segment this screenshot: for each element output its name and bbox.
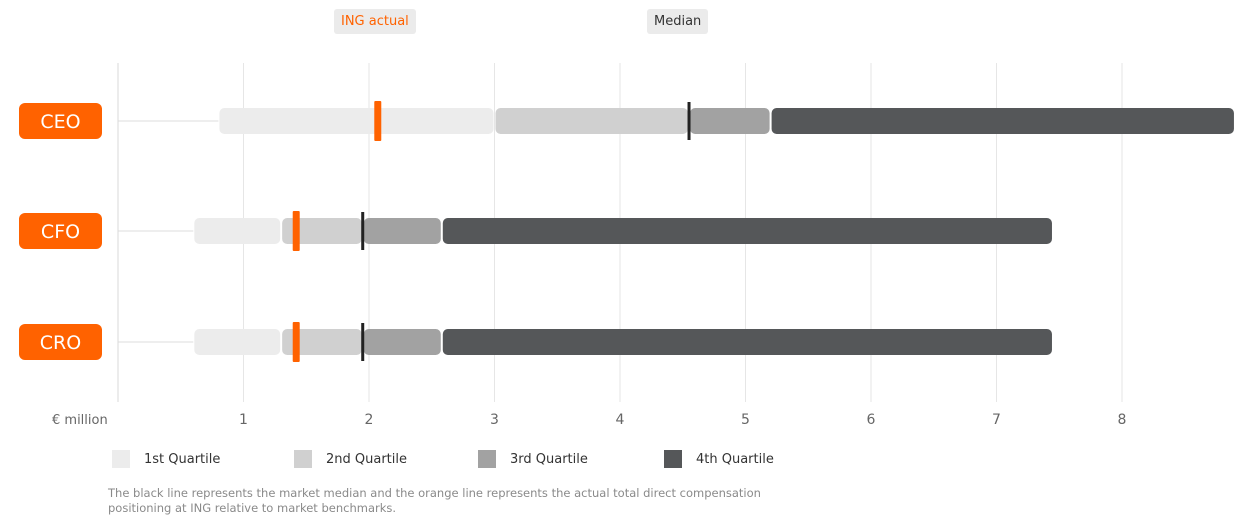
legend-label-q2: 2nd Quartile: [326, 451, 407, 467]
x-tick-label-8: 8: [1118, 412, 1127, 428]
median-label: Median: [647, 9, 709, 34]
ceo-role-tag: [19, 103, 102, 139]
x-tick-label-2: 2: [365, 412, 374, 428]
x-tick-label-7: 7: [992, 412, 1001, 428]
legend-item-q2: 2nd Quartile: [294, 450, 407, 468]
cfo-bar-q4: [442, 218, 1052, 244]
cfo-bar-q2: [282, 218, 362, 244]
cro-bar-q2: [282, 329, 362, 355]
legend-label-q1: 1st Quartile: [144, 451, 221, 467]
x-tick-label-6: 6: [867, 412, 876, 428]
cro-actual-marker: [292, 322, 300, 362]
legend-swatch-q3: [478, 450, 496, 468]
x-tick-label-1: 1: [239, 412, 248, 428]
legend-swatch-q4: [664, 450, 682, 468]
legend-swatch-q2: [294, 450, 312, 468]
cfo-actual-marker: [292, 211, 300, 251]
x-tick-label-3: 3: [490, 412, 499, 428]
legend-label-q3: 3rd Quartile: [510, 451, 588, 467]
cro-role-label: CRO: [40, 332, 81, 354]
ceo-actual-marker: [374, 101, 382, 141]
cro-bar-q1: [194, 329, 281, 355]
x-unit-label: € million: [52, 413, 108, 428]
legend-item-q3: 3rd Quartile: [478, 450, 588, 468]
legend-item-q4: 4th Quartile: [664, 450, 774, 468]
ing-actual-label: ING actual: [334, 9, 416, 34]
cro-median-marker: [361, 323, 365, 361]
cfo-bar-q3: [363, 218, 441, 244]
cro-bar-q3: [363, 329, 441, 355]
legend-swatch-q1: [112, 450, 130, 468]
legend-label-q4: 4th Quartile: [696, 451, 774, 467]
cfo-role-tag: [19, 213, 102, 249]
x-tick-label-5: 5: [741, 412, 750, 428]
x-tick-label-4: 4: [616, 412, 625, 428]
legend-item-q1: 1st Quartile: [112, 450, 220, 468]
ceo-bar-q1: [219, 108, 494, 134]
cro-bar-q4: [442, 329, 1052, 355]
footnote: The black line represents the market med…: [108, 486, 761, 515]
cfo-median-marker: [361, 212, 365, 250]
ceo-bar-q2: [495, 108, 689, 134]
cro-role-tag: [19, 324, 102, 360]
ceo-median-marker: [687, 102, 691, 140]
ceo-bar-q4: [771, 108, 1234, 134]
cfo-bar-q1: [194, 218, 281, 244]
ceo-bar-q3: [690, 108, 770, 134]
ceo-role-label: CEO: [40, 111, 80, 133]
cfo-role-label: CFO: [41, 221, 80, 243]
